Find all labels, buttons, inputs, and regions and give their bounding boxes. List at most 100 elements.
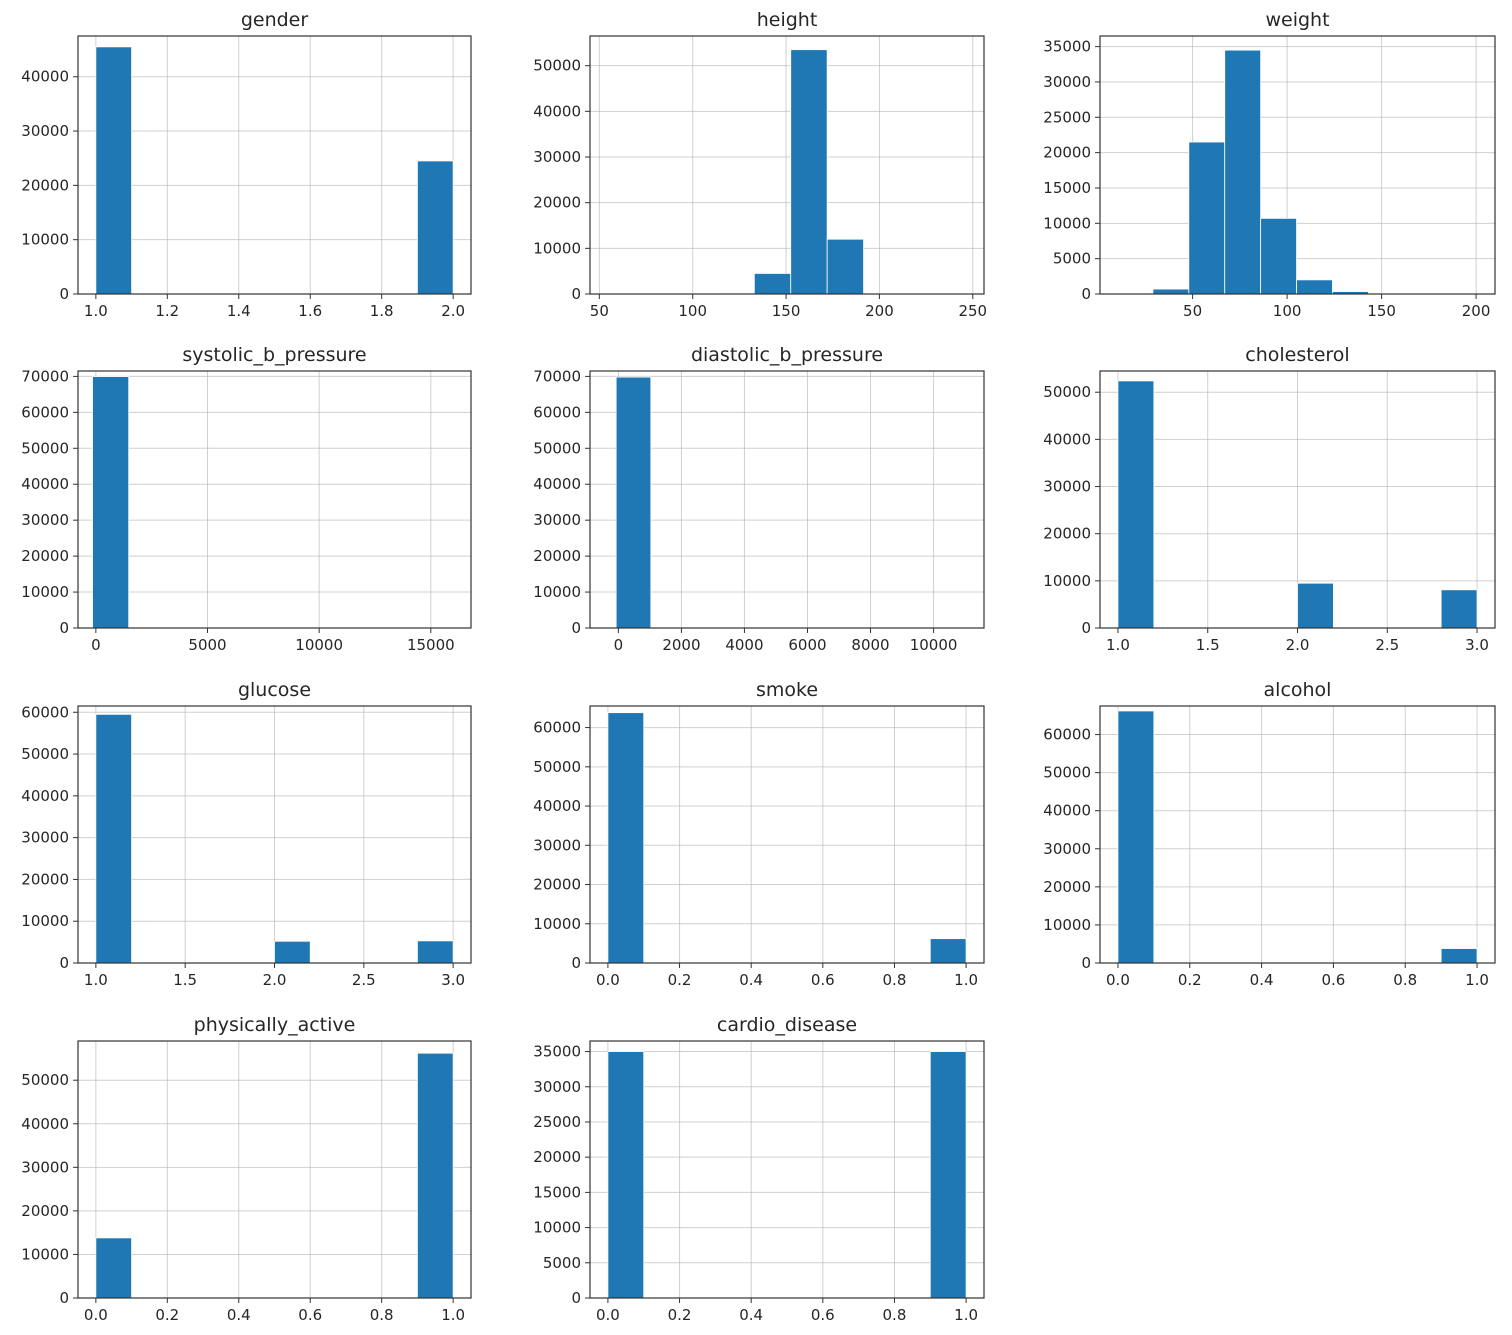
y-tick-label: 0 <box>571 1289 581 1307</box>
y-tick-label: 10000 <box>533 915 581 933</box>
x-tick-label: 2000 <box>662 636 700 654</box>
histogram-bar <box>274 940 311 964</box>
histogram-panel-glucose: 1.0 1.5 2.0 2.5 3.0 0 10000 20000 30000 40000 5000… <box>21 679 472 989</box>
y-tick-label: 60000 <box>1043 726 1091 744</box>
y-tick-label: 20000 <box>533 876 581 894</box>
histogram-bar <box>95 713 132 964</box>
panel-title: smoke <box>756 679 818 701</box>
y-tick-label: 30000 <box>1043 840 1091 858</box>
y-tick-label: 10000 <box>21 1245 69 1263</box>
y-tick-label: 30000 <box>533 148 581 166</box>
x-tick-label: 2.5 <box>352 971 376 989</box>
x-tick-label: 0.6 <box>1321 971 1345 989</box>
x-tick-label: 0.2 <box>1178 971 1202 989</box>
histogram-panel-physically_active: 0.0 0.2 0.4 0.6 0.8 1.0 0 10000 20000 30000 40000 5… <box>21 1014 472 1324</box>
axes-frame <box>77 1040 472 1299</box>
histogram-panel-alcohol: 0.0 0.2 0.4 0.6 0.8 1.0 0 10000 20000 30000 40000 5… <box>1043 679 1496 989</box>
y-tick-label: 20000 <box>21 176 69 194</box>
y-tick-label: 0 <box>59 619 69 637</box>
x-tick-label: 0.8 <box>1393 971 1417 989</box>
y-tick-label: 30000 <box>21 511 69 529</box>
y-tick-label: 50000 <box>1043 383 1091 401</box>
y-tick-label: 40000 <box>1043 430 1091 448</box>
x-tick-label: 10000 <box>910 636 958 654</box>
y-tick-label: 50000 <box>21 439 69 457</box>
x-tick-label: 50 <box>1183 302 1202 320</box>
y-tick-label: 40000 <box>21 68 69 86</box>
x-tick-label: 5000 <box>188 636 226 654</box>
y-tick-label: 60000 <box>21 403 69 421</box>
histogram-panel-diastolic_b_pressure: 0 2000 4000 6000 8000 10000 0 10000 20000 30000 40… <box>533 344 985 654</box>
x-tick-label: 15000 <box>407 636 455 654</box>
x-tick-label: 150 <box>772 302 801 320</box>
y-tick-label: 50000 <box>533 439 581 457</box>
histogram-bar <box>1296 279 1333 295</box>
y-tick-label: 50000 <box>21 745 69 763</box>
y-tick-label: 30000 <box>1043 478 1091 496</box>
histogram-bar <box>929 938 967 964</box>
y-tick-label: 0 <box>59 954 69 972</box>
y-tick-label: 10000 <box>1043 572 1091 590</box>
histogram-bar <box>417 940 454 964</box>
histogram-bar <box>417 1052 454 1299</box>
histogram-bar <box>790 49 828 295</box>
y-tick-label: 70000 <box>21 367 69 385</box>
y-tick-label: 0 <box>571 954 581 972</box>
histogram-bar <box>1117 380 1155 629</box>
panel-title: physically_active <box>194 1014 356 1036</box>
y-tick-label: 30000 <box>533 836 581 854</box>
y-tick-label: 40000 <box>533 102 581 120</box>
panel-title: gender <box>241 9 309 31</box>
x-tick-label: 1.5 <box>1196 636 1220 654</box>
y-tick-label: 20000 <box>1043 144 1091 162</box>
y-tick-label: 20000 <box>1043 525 1091 543</box>
y-tick-label: 50000 <box>1043 764 1091 782</box>
x-tick-label: 1.0 <box>1465 971 1489 989</box>
x-tick-label: 6000 <box>788 636 826 654</box>
x-tick-label: 100 <box>678 302 707 320</box>
histogram-bar <box>607 1051 645 1299</box>
y-tick-label: 40000 <box>21 787 69 805</box>
y-tick-label: 40000 <box>533 475 581 493</box>
panel-title: systolic_b_pressure <box>182 344 366 366</box>
panel-title: diastolic_b_pressure <box>691 344 883 366</box>
x-tick-label: 0.6 <box>811 1306 835 1324</box>
y-tick-label: 5000 <box>543 1254 581 1272</box>
y-tick-label: 5000 <box>1053 250 1091 268</box>
y-tick-label: 60000 <box>533 719 581 737</box>
y-tick-label: 50000 <box>533 758 581 776</box>
x-tick-label: 0.6 <box>298 1306 322 1324</box>
axes-frame <box>589 705 985 964</box>
x-tick-label: 200 <box>1462 302 1491 320</box>
y-tick-label: 20000 <box>21 870 69 888</box>
axes-frame <box>589 1040 985 1299</box>
x-tick-label: 1.0 <box>954 1306 978 1324</box>
histogram-bar <box>1440 589 1478 629</box>
y-tick-label: 40000 <box>1043 802 1091 820</box>
x-tick-label: 0.2 <box>155 1306 179 1324</box>
x-tick-label: 1.4 <box>227 302 251 320</box>
y-tick-label: 35000 <box>1043 38 1091 56</box>
y-tick-label: 25000 <box>1043 108 1091 126</box>
x-tick-label: 150 <box>1367 302 1396 320</box>
histogram-bar <box>95 46 132 295</box>
x-tick-label: 0.4 <box>739 1306 763 1324</box>
x-tick-label: 1.5 <box>173 971 197 989</box>
y-tick-label: 10000 <box>21 912 69 930</box>
panel-title: cardio_disease <box>717 1014 857 1036</box>
histogram-panel-gender: 1.0 1.2 1.4 1.6 1.8 2.0 0 10000 20000 30000 40000 g… <box>21 9 472 320</box>
x-tick-label: 1.0 <box>441 1306 465 1324</box>
histogram-bar <box>417 160 454 295</box>
y-tick-label: 20000 <box>1043 878 1091 896</box>
x-tick-label: 0.0 <box>84 1306 108 1324</box>
x-tick-label: 3.0 <box>1465 636 1489 654</box>
y-tick-label: 20000 <box>533 194 581 212</box>
histogram-bar <box>753 273 792 295</box>
x-tick-label: 0.0 <box>596 1306 620 1324</box>
histogram-panel-systolic_b_pressure: 0 5000 10000 15000 0 10000 20000 30000 40000 5000… <box>21 344 472 654</box>
histogram-bar <box>1117 710 1155 964</box>
y-tick-label: 0 <box>1081 954 1091 972</box>
axes-frame <box>589 35 985 295</box>
panel-title: glucose <box>238 679 311 701</box>
y-tick-label: 50000 <box>21 1071 69 1089</box>
